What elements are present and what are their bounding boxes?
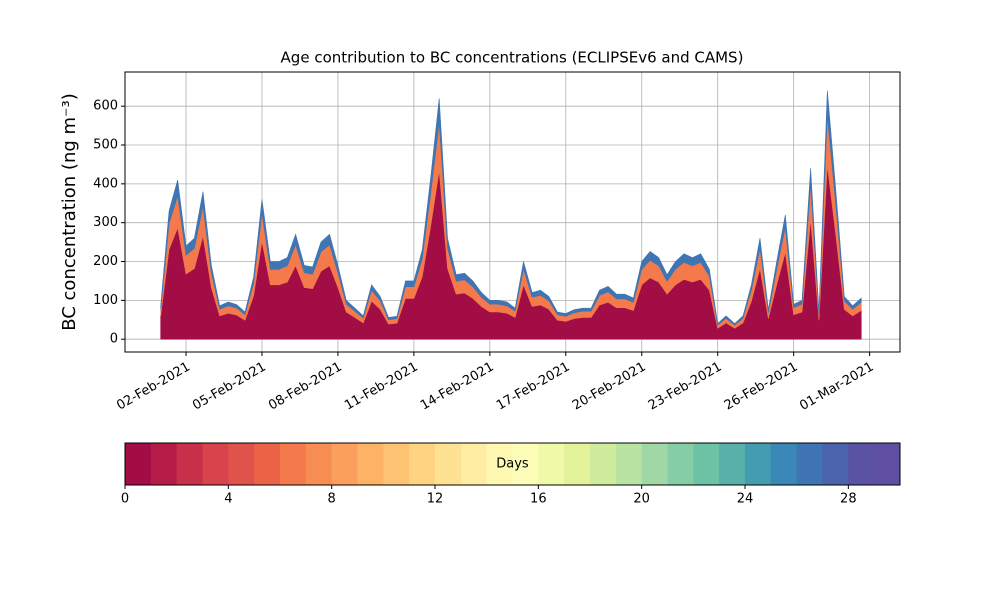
colorbar-swatch — [460, 443, 488, 485]
colorbar-swatch — [745, 443, 772, 485]
colorbar-swatch — [667, 443, 694, 485]
plot-frame — [124, 71, 901, 353]
colorbar-swatch — [176, 443, 203, 485]
y-tick-label: 0 — [110, 332, 118, 347]
colorbar-swatch — [770, 443, 798, 485]
x-tick-label: 14-Feb-2021 — [418, 360, 497, 414]
colorbar-swatch — [590, 443, 617, 485]
colorbar-swatch — [693, 443, 720, 485]
colorbar-swatch — [512, 443, 539, 485]
colorbar-swatch — [409, 443, 436, 485]
x-tick-label: 11-Feb-2021 — [342, 360, 421, 414]
colorbar-swatch — [719, 443, 746, 485]
colorbar-swatch — [615, 443, 643, 485]
colorbar-frame — [124, 442, 901, 486]
x-tick-label: 23-Feb-2021 — [646, 360, 725, 414]
colorbar-tick-label: 4 — [224, 492, 232, 507]
colorbar-swatch — [125, 443, 152, 485]
colorbar-swatch — [848, 443, 875, 485]
colorbar-swatch — [383, 443, 410, 485]
colorbar-swatch — [331, 443, 358, 485]
colorbar-swatch — [822, 443, 849, 485]
colorbar-tick-label: 20 — [633, 492, 650, 507]
chart-title: Age contribution to BC concentrations (E… — [281, 49, 744, 67]
y-tick-label: 300 — [93, 215, 118, 230]
colorbar-swatch — [150, 443, 178, 485]
colorbar-swatch — [641, 443, 668, 485]
colorbar-tick-label: 16 — [530, 492, 547, 507]
x-tick-label: 17-Feb-2021 — [494, 360, 573, 414]
colorbar-swatch — [357, 443, 384, 485]
x-tick-label: 20-Feb-2021 — [570, 360, 649, 414]
colorbar-swatch — [228, 443, 255, 485]
x-tick-label: 26-Feb-2021 — [722, 360, 801, 414]
y-tick-label: 600 — [93, 99, 118, 114]
colorbar-tick-label: 12 — [427, 492, 444, 507]
y-tick-label: 200 — [93, 254, 118, 269]
y-tick-label: 500 — [93, 138, 118, 153]
colorbar-swatch — [564, 443, 591, 485]
colorbar-swatch — [202, 443, 229, 485]
area-layer — [160, 90, 862, 326]
colorbar-tick-label: 0 — [121, 492, 129, 507]
x-tick-label: 02-Feb-2021 — [114, 360, 193, 414]
colorbar-swatch — [486, 443, 513, 485]
colorbar-tick-label: 24 — [737, 492, 754, 507]
colorbar-swatch — [305, 443, 333, 485]
x-tick-label: 05-Feb-2021 — [190, 360, 269, 414]
colorbar-swatch — [874, 443, 901, 485]
y-axis-label: BC concentration (ng m⁻³) — [59, 93, 80, 331]
colorbar-swatch — [435, 443, 462, 485]
colorbar-tick-label: 28 — [840, 492, 857, 507]
colorbar-swatch — [796, 443, 823, 485]
colorbar-swatch — [280, 443, 307, 485]
colorbar-tick-label: 8 — [328, 492, 336, 507]
x-tick-label: 01-Mar-2021 — [797, 360, 876, 414]
y-tick-label: 400 — [93, 176, 118, 191]
colorbar-label: Days — [496, 457, 529, 472]
y-tick-label: 100 — [93, 293, 118, 308]
colorbar-swatch — [254, 443, 281, 485]
x-tick-label: 08-Feb-2021 — [266, 360, 345, 414]
colorbar-swatch — [538, 443, 565, 485]
